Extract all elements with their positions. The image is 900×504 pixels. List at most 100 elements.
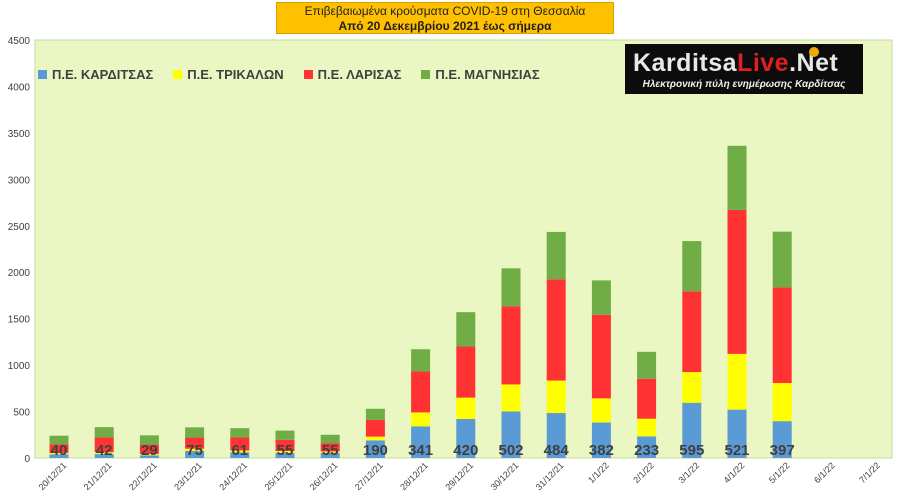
bars bbox=[49, 145, 792, 458]
bar-trikala bbox=[275, 451, 295, 453]
bar-magnisia bbox=[185, 427, 205, 438]
data-label: 521 bbox=[724, 442, 749, 459]
data-label: 55 bbox=[277, 442, 294, 459]
x-tick-label: 3/1/22 bbox=[676, 460, 701, 485]
x-tick-label: 1/1/22 bbox=[586, 460, 611, 485]
bar-trikala bbox=[139, 453, 159, 456]
bar-karditsa bbox=[546, 413, 566, 458]
y-tick-label: 500 bbox=[13, 408, 30, 419]
legend-item-trikala: Π.Ε. ΤΡΙΚΑΛΩΝ bbox=[173, 67, 284, 82]
bar-larisa bbox=[637, 378, 657, 419]
bar-trikala bbox=[501, 384, 521, 412]
bar-magnisia bbox=[139, 435, 159, 445]
bar-larisa bbox=[185, 437, 205, 449]
y-tick-label: 0 bbox=[24, 454, 30, 465]
y-tick-label: 2000 bbox=[8, 268, 31, 279]
x-tick-label: 30/12/21 bbox=[489, 460, 521, 492]
x-tick-label: 25/12/21 bbox=[263, 460, 295, 492]
bar-karditsa bbox=[185, 451, 205, 458]
bar-larisa bbox=[727, 209, 747, 354]
bar-larisa bbox=[411, 371, 431, 413]
x-tick-label: 28/12/21 bbox=[398, 460, 430, 492]
data-label: 484 bbox=[544, 442, 570, 459]
y-axis: 0 500 1000 1500 2000 2500 3000 3500 4000 4500 bbox=[8, 36, 31, 465]
chart-title: Επιβεβαιωμένα κρούσματα COVID-19 στη Θεσ… bbox=[276, 2, 614, 34]
bar-magnisia bbox=[727, 145, 747, 210]
bar-trikala bbox=[320, 451, 340, 453]
bar-trikala bbox=[637, 418, 657, 437]
bar-larisa bbox=[365, 419, 385, 437]
bar-larisa bbox=[682, 291, 702, 373]
y-tick-label: 1500 bbox=[8, 315, 31, 326]
bar-karditsa bbox=[365, 440, 385, 458]
legend-label-karditsa: Π.Ε. ΚΑΡΔΙΤΣΑΣ bbox=[52, 66, 154, 82]
bar-magnisia bbox=[456, 312, 476, 347]
logo-wordmark: KarditsaLive.Net bbox=[633, 49, 838, 78]
bar-magnisia bbox=[230, 428, 250, 438]
bar-karditsa bbox=[275, 452, 295, 458]
bar-karditsa bbox=[139, 455, 159, 458]
x-tick-label: 26/12/21 bbox=[308, 460, 340, 492]
bar-trikala bbox=[456, 397, 476, 419]
bar-karditsa bbox=[501, 411, 521, 458]
legend: Π.Ε. ΚΑΡΔΙΤΣΑΣ Π.Ε. ΤΡΙΚΑΛΩΝ Π.Ε. ΛΑΡΙΣΑ… bbox=[38, 64, 560, 84]
data-label: 341 bbox=[408, 442, 433, 459]
data-label: 382 bbox=[589, 442, 614, 459]
data-label: 190 bbox=[363, 442, 388, 459]
x-tick-label: 7/1/22 bbox=[857, 460, 882, 485]
data-labels: 40 42 29 75 61 55 55 190 341 420 502 484 382 233 595 52… bbox=[51, 442, 795, 459]
data-label: 420 bbox=[453, 442, 478, 459]
bar-trikala bbox=[365, 436, 385, 441]
logo-text-left: Karditsa bbox=[633, 49, 738, 77]
bar-larisa bbox=[591, 314, 611, 399]
bar-karditsa bbox=[637, 436, 657, 458]
data-label: 75 bbox=[186, 442, 203, 459]
bar-trikala bbox=[230, 450, 250, 453]
bar-larisa bbox=[501, 306, 521, 385]
bar-karditsa bbox=[682, 402, 702, 458]
x-tick-label: 4/1/22 bbox=[722, 460, 747, 485]
bar-trikala bbox=[49, 452, 69, 455]
bar-karditsa bbox=[320, 452, 340, 458]
x-tick-label: 6/1/22 bbox=[812, 460, 837, 485]
x-tick-label: 2/1/22 bbox=[631, 460, 656, 485]
bar-magnisia bbox=[546, 231, 566, 280]
legend-swatch-trikala bbox=[173, 69, 183, 79]
y-tick-label: 3000 bbox=[8, 175, 31, 186]
bar-trikala bbox=[727, 353, 747, 410]
data-label: 55 bbox=[322, 442, 339, 459]
bar-karditsa bbox=[456, 418, 476, 458]
bar-magnisia bbox=[501, 268, 521, 307]
bar-larisa bbox=[546, 279, 566, 381]
x-tick-label: 21/12/21 bbox=[82, 460, 114, 492]
bar-karditsa bbox=[411, 426, 431, 458]
bar-karditsa bbox=[727, 409, 747, 458]
data-label: 595 bbox=[679, 442, 704, 459]
bar-larisa bbox=[456, 346, 476, 398]
data-label: 397 bbox=[770, 442, 795, 459]
bar-trikala bbox=[772, 383, 792, 422]
bar-karditsa bbox=[49, 454, 69, 458]
chart-title-line1: Επιβεβαιωμένα κρούσματα COVID-19 στη Θεσ… bbox=[304, 4, 586, 18]
legend-swatch-karditsa bbox=[38, 69, 47, 79]
logo-figure-icon bbox=[809, 47, 819, 57]
data-label: 61 bbox=[231, 442, 248, 459]
x-tick-label: 31/12/21 bbox=[534, 460, 566, 492]
bar-magnisia bbox=[320, 434, 340, 444]
karditsalive-logo: KarditsaLive.Net Ηλεκτρονική πύλη ενημέρ… bbox=[625, 44, 863, 94]
x-tick-label: 27/12/21 bbox=[353, 460, 385, 492]
legend-item-karditsa: Π.Ε. ΚΑΡΔΙΤΣΑΣ bbox=[38, 67, 153, 82]
chart-title-line2: Από 20 Δεκεμβρίου 2021 έως σήμερα bbox=[338, 19, 552, 33]
bar-larisa bbox=[320, 443, 340, 452]
bar-magnisia bbox=[275, 430, 295, 440]
bar-larisa bbox=[230, 437, 250, 451]
bar-magnisia bbox=[772, 231, 792, 288]
bar-trikala bbox=[546, 380, 566, 414]
legend-swatch-larisa bbox=[303, 69, 313, 79]
x-tick-label: 22/12/21 bbox=[127, 460, 159, 492]
x-axis: 20/12/21 21/12/21 22/12/21 23/12/21 24/12/21… bbox=[37, 460, 882, 492]
bar-karditsa bbox=[94, 454, 114, 458]
x-tick-label: 29/12/21 bbox=[443, 460, 475, 492]
y-tick-label: 4500 bbox=[8, 36, 31, 47]
